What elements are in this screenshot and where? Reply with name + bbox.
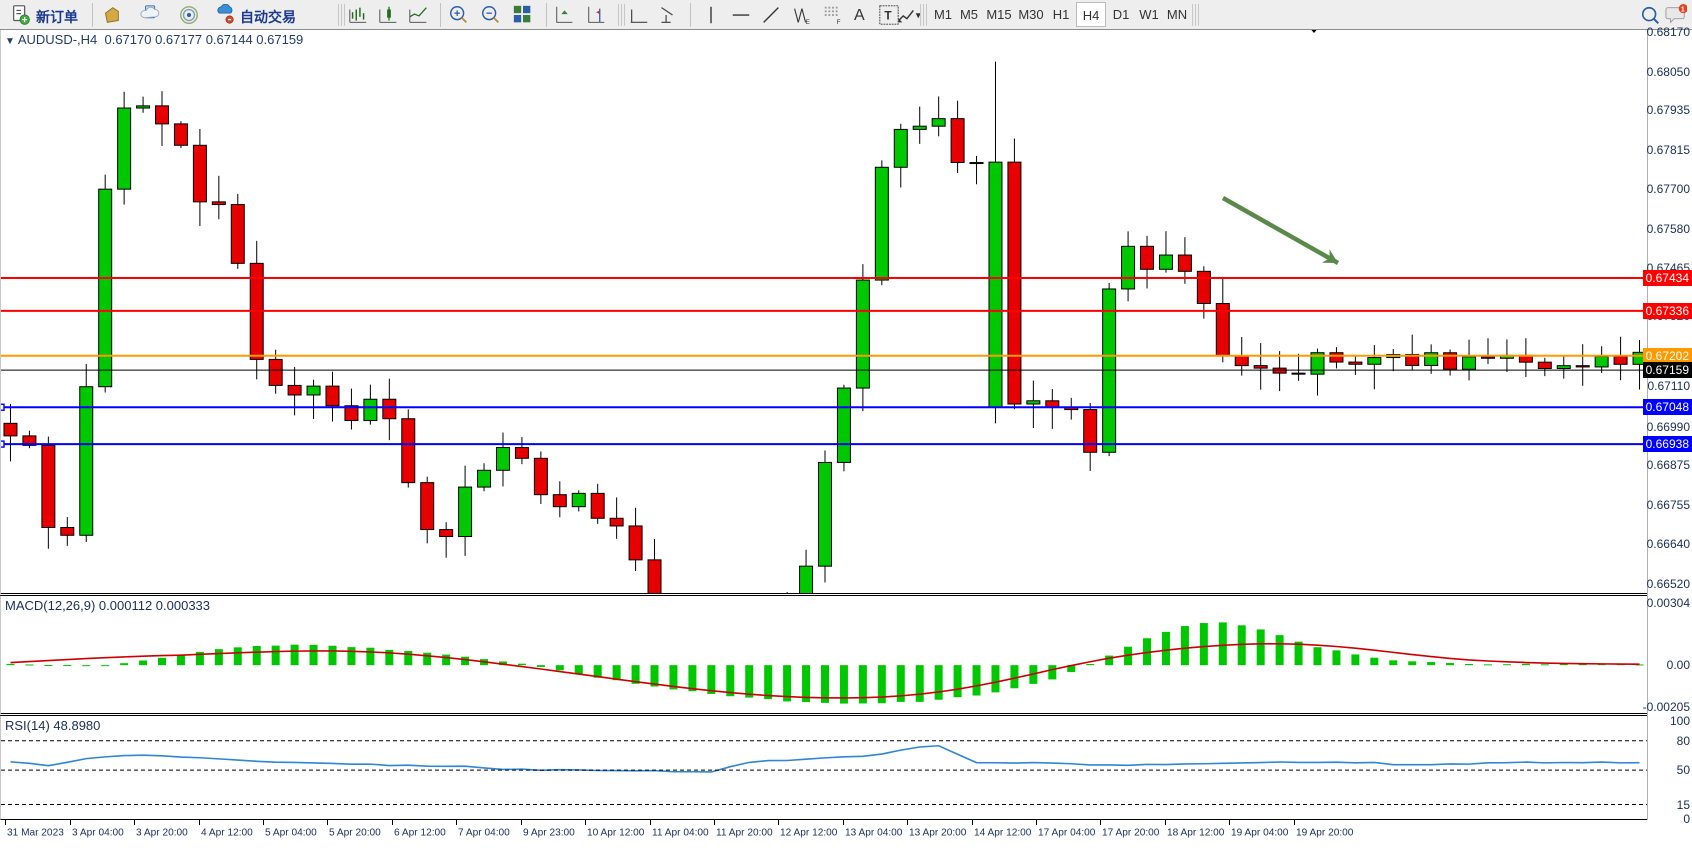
svg-text:T: T: [884, 9, 892, 23]
svg-text:F: F: [837, 19, 841, 26]
svg-text:E: E: [806, 19, 810, 26]
svg-text:1: 1: [1681, 7, 1685, 14]
